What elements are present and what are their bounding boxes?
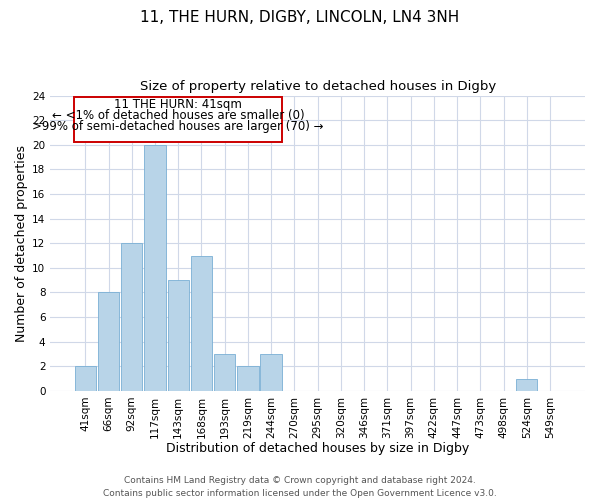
Bar (237, 366, 259, 391)
Y-axis label: Number of detached properties: Number of detached properties (15, 144, 28, 342)
X-axis label: Distribution of detached houses by size in Digby: Distribution of detached houses by size … (166, 442, 469, 455)
Bar (516, 378, 538, 391)
Text: 11 THE HURN: 41sqm: 11 THE HURN: 41sqm (114, 98, 242, 112)
Bar (260, 354, 282, 391)
Bar (191, 256, 212, 391)
Bar (167, 280, 189, 391)
Bar (214, 354, 235, 391)
Title: Size of property relative to detached houses in Digby: Size of property relative to detached ho… (140, 80, 496, 93)
Text: >99% of semi-detached houses are larger (70) →: >99% of semi-detached houses are larger … (32, 120, 324, 134)
Text: Contains HM Land Registry data © Crown copyright and database right 2024.
Contai: Contains HM Land Registry data © Crown c… (103, 476, 497, 498)
Text: ← <1% of detached houses are smaller (0): ← <1% of detached houses are smaller (0) (52, 110, 305, 122)
Bar (98, 292, 119, 391)
Text: 11, THE HURN, DIGBY, LINCOLN, LN4 3NH: 11, THE HURN, DIGBY, LINCOLN, LN4 3NH (140, 10, 460, 25)
Bar (144, 145, 166, 391)
Bar (74, 366, 96, 391)
FancyBboxPatch shape (74, 98, 283, 142)
Bar (121, 243, 142, 391)
